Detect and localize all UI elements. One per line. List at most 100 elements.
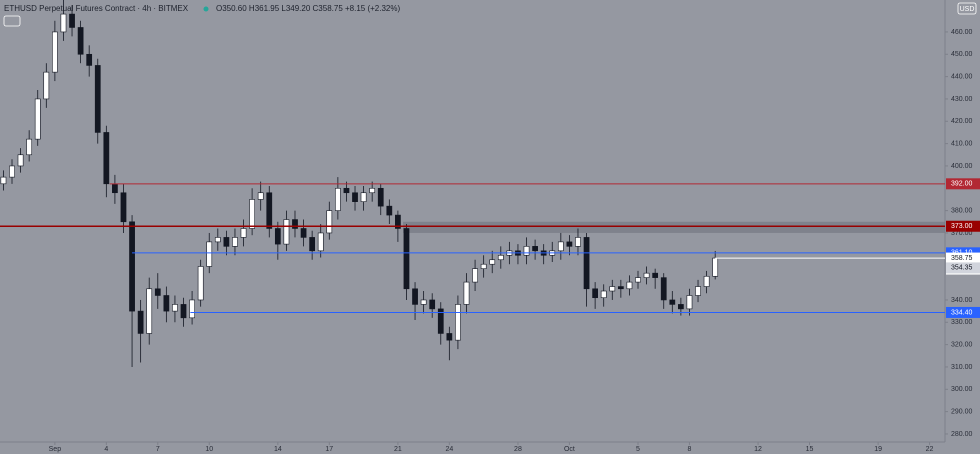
y-tick-label: 320.00 <box>951 341 973 348</box>
candle-body <box>566 241 573 247</box>
level-label: 392.00 <box>951 181 973 188</box>
candle-body <box>583 237 590 290</box>
x-tick-label: Sep <box>49 446 62 453</box>
currency-box[interactable] <box>957 2 977 15</box>
candle-body <box>0 176 7 185</box>
x-tick-label: 14 <box>274 446 282 453</box>
candle-body <box>240 228 247 238</box>
candle-body <box>643 272 650 278</box>
level-label: 373.00 <box>951 223 973 230</box>
x-tick-label: 22 <box>926 446 934 453</box>
candle-body <box>9 165 15 178</box>
candle-body <box>532 246 538 252</box>
candle-body <box>592 288 598 299</box>
candle-body <box>180 304 187 319</box>
y-tick-label: 380.00 <box>951 207 973 214</box>
candle-body <box>377 187 384 207</box>
candle-body <box>575 237 581 247</box>
candle-body <box>120 192 127 223</box>
candle-body <box>412 288 418 305</box>
y-tick-label: 450.00 <box>951 51 973 58</box>
candle-body <box>206 241 213 267</box>
candle-body <box>660 277 667 301</box>
candle-body <box>94 65 101 133</box>
y-tick-label: 370.00 <box>951 230 973 237</box>
candle-body <box>703 275 710 287</box>
candle-body <box>232 237 238 247</box>
candle-body <box>172 304 178 312</box>
candle-body <box>292 219 298 229</box>
candle-body <box>26 138 33 156</box>
candle-body <box>617 286 624 290</box>
candle-body <box>326 210 333 234</box>
level-label-box <box>946 178 980 190</box>
candle-body <box>146 288 153 334</box>
candle-body <box>463 281 470 305</box>
candle-body <box>223 237 230 247</box>
collapse-button[interactable] <box>3 15 21 27</box>
candle-body <box>214 237 221 243</box>
candle-body <box>189 299 195 319</box>
y-tick-label: 330.00 <box>951 319 973 326</box>
candle-body <box>352 192 358 202</box>
y-tick-label: 430.00 <box>951 96 973 103</box>
candle-body <box>283 219 290 245</box>
level-label: 358.75 <box>951 255 973 262</box>
candle-body <box>557 241 564 252</box>
x-tick-label: 28 <box>514 446 522 453</box>
x-tick-label: 4 <box>104 446 108 453</box>
candle-body <box>17 154 24 167</box>
candle-body <box>137 310 144 334</box>
price-label: 354.35 <box>951 265 973 272</box>
y-tick-label: 460.00 <box>951 29 973 36</box>
candle-body <box>257 192 264 200</box>
candle-body <box>609 286 616 292</box>
chart-title: ETHUSD Perpetual Futures Contract · 4h ·… <box>4 4 189 13</box>
candle-body <box>34 98 41 140</box>
candle-body <box>472 268 478 283</box>
candle-body <box>686 295 693 310</box>
candle-body <box>77 27 84 55</box>
candle-body <box>69 13 75 28</box>
candle-body <box>86 53 93 66</box>
x-tick-label: 21 <box>394 446 402 453</box>
candle-body <box>446 333 453 341</box>
price-label-box <box>946 262 980 274</box>
candle-body <box>317 232 324 252</box>
candle-body <box>626 281 633 290</box>
candle-body <box>395 214 401 229</box>
candle-body <box>429 299 436 310</box>
level-label-box <box>946 220 980 232</box>
y-tick-label: 300.00 <box>951 386 973 393</box>
currency: USD <box>960 6 975 13</box>
candle-body <box>386 205 393 216</box>
level-label-box <box>946 252 980 264</box>
candle-body <box>489 259 496 265</box>
y-tick-label: 420.00 <box>951 118 973 125</box>
y-tick-label: 440.00 <box>951 73 973 80</box>
candle-body <box>300 228 307 238</box>
candle-body <box>103 132 110 185</box>
y-tick-label: 310.00 <box>951 364 973 371</box>
candle-body <box>43 71 50 100</box>
y-tick-label: 410.00 <box>951 140 973 147</box>
candle-body <box>334 187 341 211</box>
x-tick-label: 24 <box>445 446 453 453</box>
candle-body <box>695 286 701 296</box>
level-label: 334.40 <box>951 309 973 316</box>
candle-body <box>369 187 376 194</box>
x-tick-label: 8 <box>688 446 692 453</box>
candle-body <box>712 257 719 277</box>
candle-body <box>635 277 641 283</box>
y-tick-label: 340.00 <box>951 297 973 304</box>
candle-body <box>197 266 204 301</box>
candle-body <box>60 13 67 33</box>
candle-body <box>309 237 316 252</box>
x-tick-label: 17 <box>325 446 333 453</box>
candle-body <box>437 308 444 334</box>
y-tick-label: 280.00 <box>951 431 973 438</box>
candle-body <box>652 272 659 278</box>
ohlc-legend: O350.60 H361.95 L349.20 C358.75 +8.15 (+… <box>216 4 400 13</box>
candle-body <box>343 187 350 194</box>
candle-body <box>420 299 427 305</box>
